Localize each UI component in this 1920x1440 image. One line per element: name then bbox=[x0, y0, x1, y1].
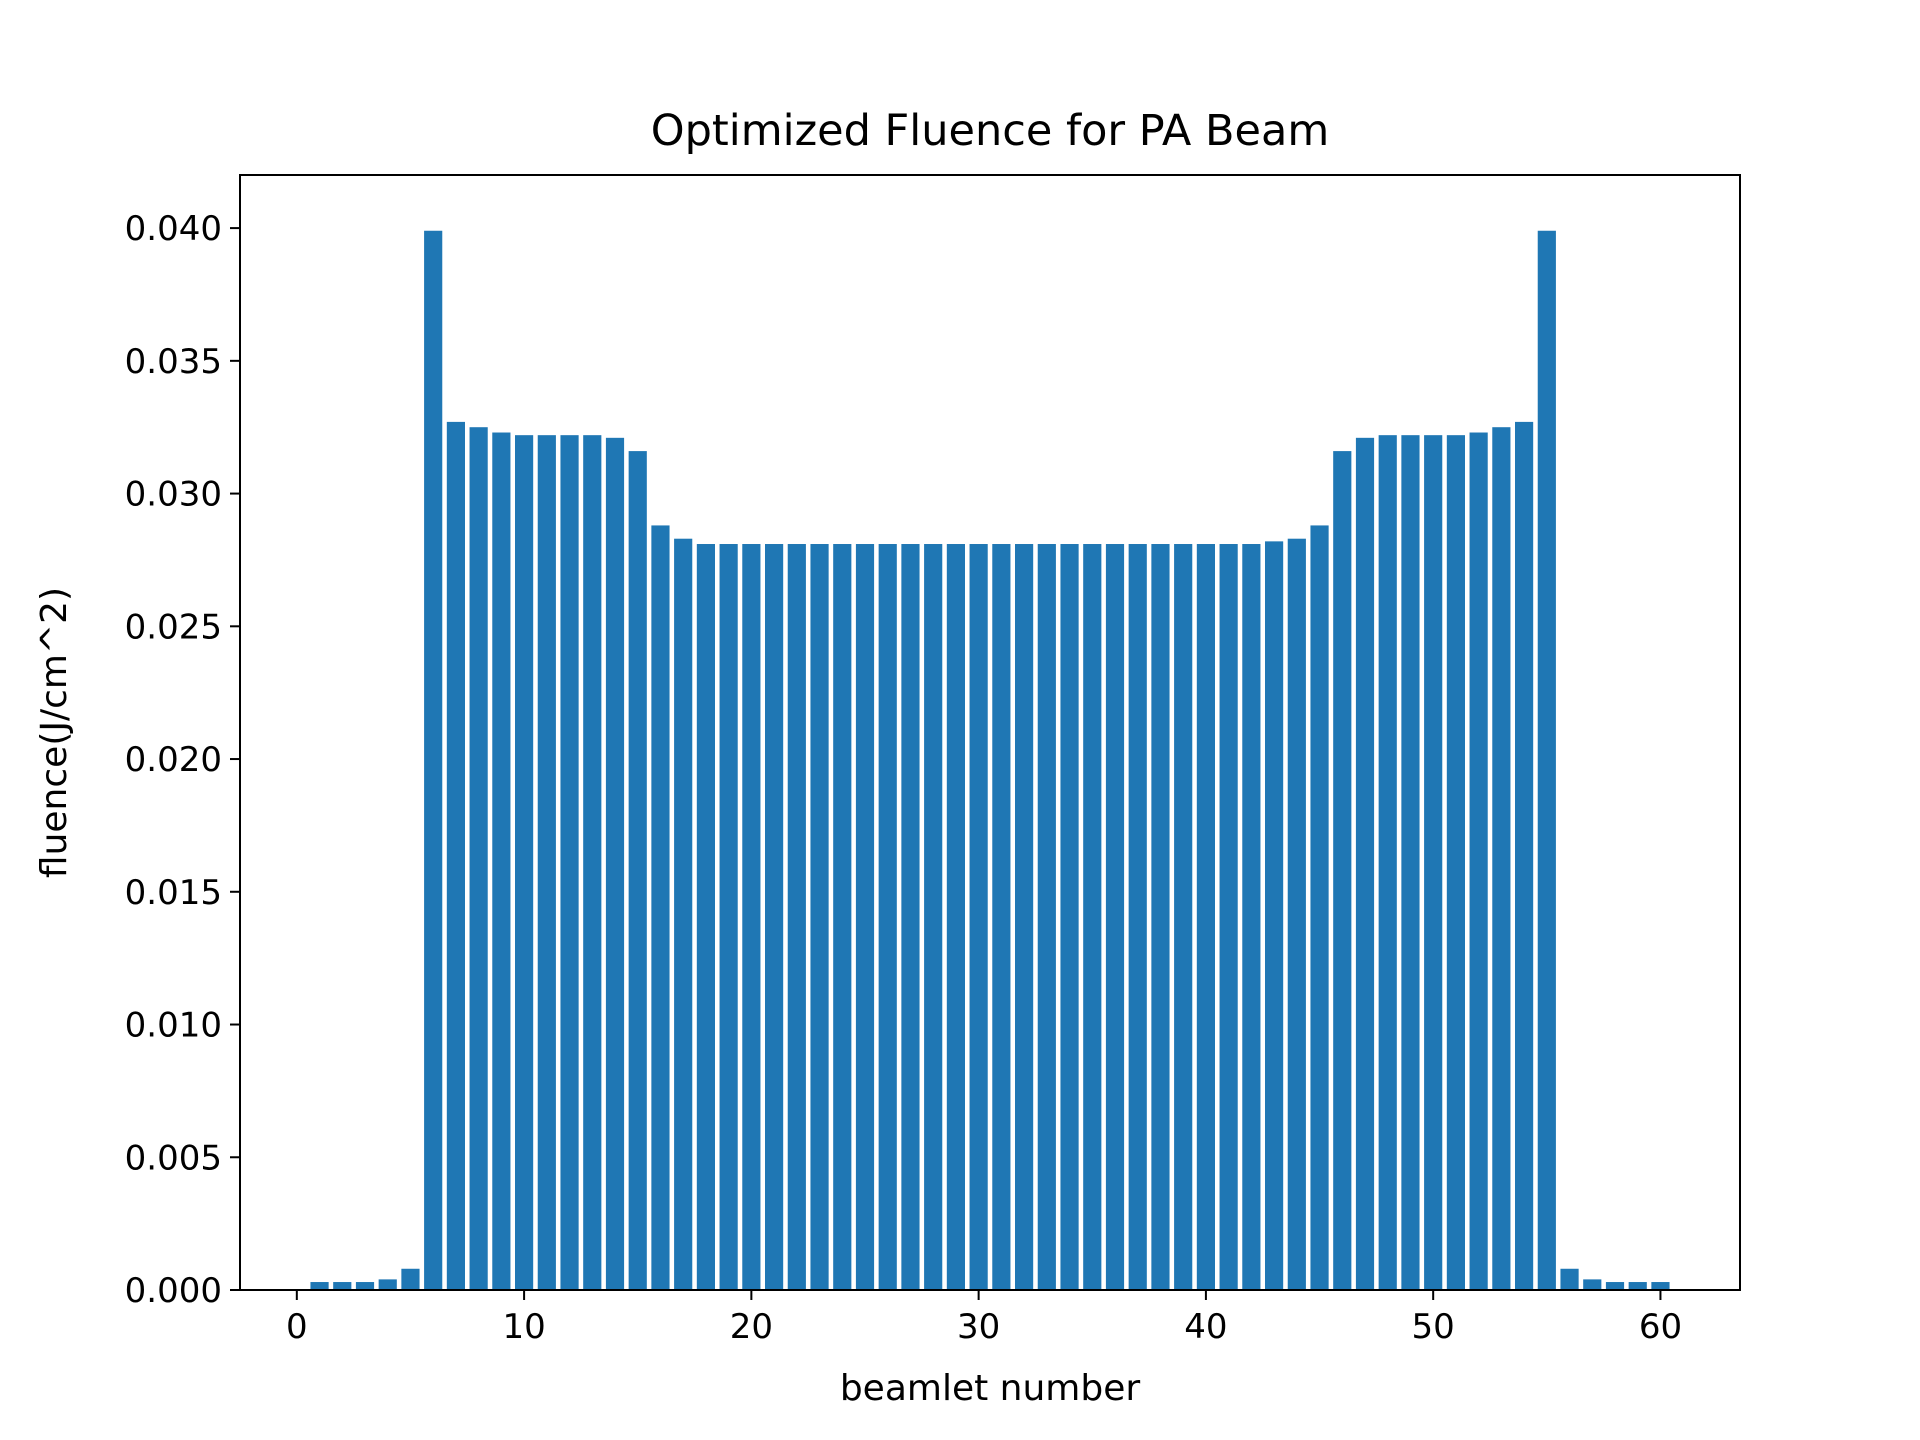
bar bbox=[992, 544, 1011, 1290]
bar bbox=[515, 435, 534, 1291]
bar bbox=[1219, 544, 1238, 1290]
bar bbox=[469, 427, 488, 1290]
bar bbox=[355, 1282, 375, 1290]
bar bbox=[696, 544, 715, 1290]
bar bbox=[401, 1268, 420, 1290]
bar bbox=[1128, 544, 1147, 1290]
y-tick-label: 0.000 bbox=[125, 1271, 222, 1311]
bar bbox=[901, 544, 920, 1290]
bar bbox=[446, 421, 465, 1291]
bar bbox=[1469, 432, 1488, 1290]
bar bbox=[424, 230, 443, 1290]
bar bbox=[878, 544, 897, 1290]
y-tick-label: 0.030 bbox=[125, 475, 222, 515]
bar-series bbox=[310, 230, 1670, 1291]
bar bbox=[787, 544, 806, 1290]
bar bbox=[924, 544, 943, 1290]
y-axis-ticks: 0.000 0.005 0.010 0.015 0.020 0.025 0.030 0.035… bbox=[125, 209, 240, 1311]
plot-area-frame bbox=[239, 174, 1741, 1291]
x-tick-label: 10 bbox=[502, 1307, 545, 1347]
x-tick-label: 0 bbox=[286, 1307, 308, 1347]
bar bbox=[1651, 1282, 1670, 1290]
bar bbox=[1060, 544, 1079, 1290]
bar bbox=[1015, 544, 1034, 1290]
bar bbox=[1560, 1268, 1579, 1290]
bar bbox=[310, 1282, 329, 1290]
bar bbox=[946, 544, 965, 1290]
bar bbox=[1628, 1282, 1647, 1290]
x-axis-ticks: 0 10 20 30 40 50 60 bbox=[286, 1290, 1682, 1347]
bar bbox=[560, 435, 579, 1291]
y-tick-label: 0.040 bbox=[125, 209, 222, 249]
y-axis-label: fluence(J/cm^2) bbox=[34, 587, 75, 878]
x-axis-label: beamlet number bbox=[840, 1368, 1141, 1409]
bar bbox=[628, 451, 647, 1291]
bar bbox=[1242, 544, 1261, 1290]
bar bbox=[1083, 544, 1102, 1290]
bar bbox=[333, 1282, 352, 1290]
x-tick-label: 30 bbox=[957, 1307, 1000, 1347]
bar bbox=[1265, 541, 1284, 1290]
bar bbox=[1583, 1279, 1602, 1290]
y-tick-label: 0.010 bbox=[125, 1006, 222, 1046]
bar bbox=[1196, 544, 1215, 1290]
bar bbox=[1605, 1282, 1625, 1290]
bar bbox=[1355, 437, 1375, 1291]
bar bbox=[833, 544, 852, 1290]
bar bbox=[1424, 435, 1443, 1291]
bar bbox=[742, 544, 761, 1290]
bar bbox=[855, 544, 875, 1290]
bar bbox=[1037, 544, 1056, 1290]
bar bbox=[605, 437, 625, 1291]
bar bbox=[1151, 544, 1170, 1290]
bar bbox=[1310, 525, 1329, 1290]
bar bbox=[810, 544, 829, 1290]
bar bbox=[1105, 544, 1125, 1290]
bar bbox=[651, 525, 670, 1290]
y-tick-label: 0.005 bbox=[125, 1138, 222, 1178]
bar bbox=[583, 435, 602, 1291]
bar bbox=[1446, 435, 1465, 1291]
chart-title: Optimized Fluence for PA Beam bbox=[651, 106, 1329, 156]
bar bbox=[492, 432, 511, 1290]
x-tick-label: 40 bbox=[1184, 1307, 1227, 1347]
y-tick-label: 0.035 bbox=[125, 342, 222, 382]
bar bbox=[719, 544, 738, 1290]
bar bbox=[1378, 435, 1397, 1291]
x-tick-label: 50 bbox=[1412, 1307, 1455, 1347]
bar bbox=[1174, 544, 1193, 1290]
bar bbox=[1515, 421, 1534, 1291]
bar bbox=[1492, 427, 1511, 1290]
bar bbox=[1537, 230, 1556, 1290]
x-tick-label: 60 bbox=[1639, 1307, 1682, 1347]
bar bbox=[765, 544, 784, 1290]
bar bbox=[378, 1279, 397, 1290]
x-tick-label: 20 bbox=[730, 1307, 773, 1347]
y-tick-label: 0.015 bbox=[125, 873, 222, 913]
bar bbox=[969, 544, 988, 1290]
bar bbox=[1333, 451, 1352, 1291]
bar bbox=[1401, 435, 1420, 1291]
bar bbox=[1287, 538, 1306, 1290]
bar bbox=[674, 538, 693, 1290]
y-tick-label: 0.025 bbox=[125, 607, 222, 647]
y-tick-label: 0.020 bbox=[125, 740, 222, 780]
bar bbox=[537, 435, 556, 1291]
